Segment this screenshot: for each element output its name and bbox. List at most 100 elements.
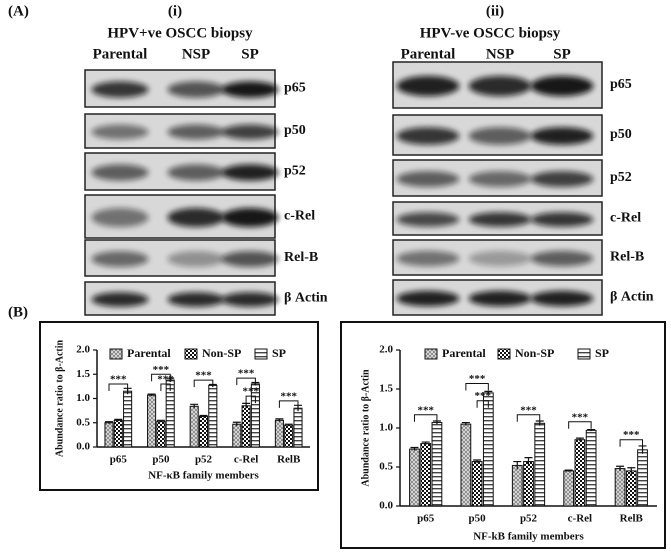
band-label: c-Rel — [610, 211, 641, 226]
legend-swatch — [184, 348, 198, 360]
significance-label: *** — [520, 404, 537, 416]
lane-label: NSP — [182, 46, 210, 62]
error-bar — [627, 467, 636, 475]
lane-label: SP — [553, 46, 571, 62]
y-tick-label: 0.5 — [379, 461, 393, 473]
error-bar — [275, 418, 284, 422]
legend-label: Non-SP — [202, 346, 241, 360]
bar — [274, 419, 284, 448]
legend-label: SP — [272, 346, 286, 360]
x-tick-label: p52 — [520, 513, 538, 525]
band-label: p50 — [610, 127, 632, 142]
band-label: β Actin — [284, 291, 328, 306]
bar — [460, 423, 472, 507]
legend-swatch — [254, 348, 268, 360]
x-tick-label: p65 — [417, 513, 435, 525]
x-tick-label: p52 — [195, 454, 213, 466]
error-bar — [473, 459, 482, 464]
significance-label: *** — [623, 429, 640, 441]
band-label: β Actin — [610, 290, 654, 305]
error-bar — [232, 421, 241, 427]
y-tick-label: 1.0 — [379, 422, 393, 434]
bar-chart: 0.0 0.5 1.0 1.5 2.0 p65 p50 p52 c-Rel RelB NF-kB f… — [340, 321, 666, 549]
bar — [574, 439, 586, 507]
legend-swatch — [497, 348, 511, 360]
blot-title: HPV+ve OSCC biopsy — [107, 25, 253, 41]
significance-label: *** — [153, 364, 170, 376]
y-tick-label: 0.0 — [379, 500, 393, 512]
bar — [147, 394, 157, 448]
significance-bracket — [516, 414, 541, 422]
blot-strip — [84, 194, 279, 239]
bar — [104, 422, 114, 448]
chart-frame — [340, 321, 666, 549]
significance-label: *** — [572, 411, 589, 423]
lane-label: Parental — [93, 46, 148, 62]
error-bar — [199, 414, 208, 418]
bar — [523, 461, 534, 507]
significance-label: *** — [110, 373, 127, 385]
bar-chart: 0.0 0.5 1.0 1.5 2.0 p65 p50 p52 c-Rel RelB NF-κB f… — [39, 321, 319, 491]
blot-strip — [392, 159, 603, 197]
blot-title: HPV-ve OSCC biopsy — [420, 25, 561, 41]
bar — [563, 470, 575, 507]
x-tick-label: RelB — [277, 454, 301, 466]
error-bar — [421, 441, 430, 446]
bar — [637, 449, 648, 507]
error-bar — [114, 418, 123, 422]
bar — [420, 443, 432, 507]
band-label: c-Rel — [284, 209, 315, 224]
error-bar — [575, 437, 584, 442]
blot-strip — [392, 61, 603, 109]
blot-strip — [392, 279, 603, 316]
bar — [208, 384, 218, 448]
band-label: Rel-B — [610, 250, 644, 265]
significance-bracket — [193, 379, 214, 388]
legend-swatch — [424, 348, 438, 360]
legend-swatch — [577, 348, 591, 360]
significance-label: *** — [417, 404, 434, 416]
x-tick-label: p50 — [469, 513, 487, 525]
y-tick-label: 0.0 — [76, 441, 90, 453]
bar — [293, 407, 303, 448]
bar — [123, 390, 133, 448]
significance-label: *** — [474, 390, 491, 402]
y-tick-label: 1.0 — [76, 392, 90, 404]
significance-label: *** — [243, 386, 260, 398]
error-bar — [156, 419, 165, 423]
error-bar — [461, 421, 470, 426]
blot-strip — [84, 69, 279, 108]
error-bar — [616, 465, 625, 471]
panel-label: (B) — [8, 304, 28, 320]
legend-label: Parental — [442, 346, 486, 360]
x-axis-title: NF-κB family members — [148, 470, 259, 482]
significance-label: *** — [280, 390, 297, 402]
error-bar — [242, 402, 251, 409]
panel-label: (A) — [8, 3, 29, 19]
band-label: p50 — [284, 123, 306, 138]
band-label: p52 — [284, 164, 306, 179]
bar — [409, 448, 420, 507]
x-tick-label: p50 — [152, 454, 170, 466]
legend-label: SP — [595, 346, 609, 360]
error-bar — [587, 428, 596, 432]
significance-bracket — [151, 373, 171, 382]
blot-strip — [392, 114, 603, 156]
lane-label: Parental — [401, 46, 456, 62]
bar — [232, 423, 242, 448]
significance-bracket — [245, 395, 256, 404]
error-bar — [190, 403, 199, 409]
y-tick-label: 2.0 — [379, 344, 393, 356]
legend-swatch — [109, 348, 123, 360]
y-axis-title: Abundance ratio to β-Actin — [54, 339, 65, 457]
bar — [471, 461, 483, 507]
blot-strip — [84, 113, 279, 149]
significance-label: *** — [195, 370, 212, 382]
band-label: Rel-B — [284, 250, 318, 265]
error-bar — [104, 421, 113, 424]
y-axis-title: Abundance ratio to β-Actin — [360, 369, 371, 487]
y-tick-label: 1.5 — [76, 368, 90, 380]
significance-bracket — [108, 383, 129, 391]
bar — [482, 392, 494, 507]
